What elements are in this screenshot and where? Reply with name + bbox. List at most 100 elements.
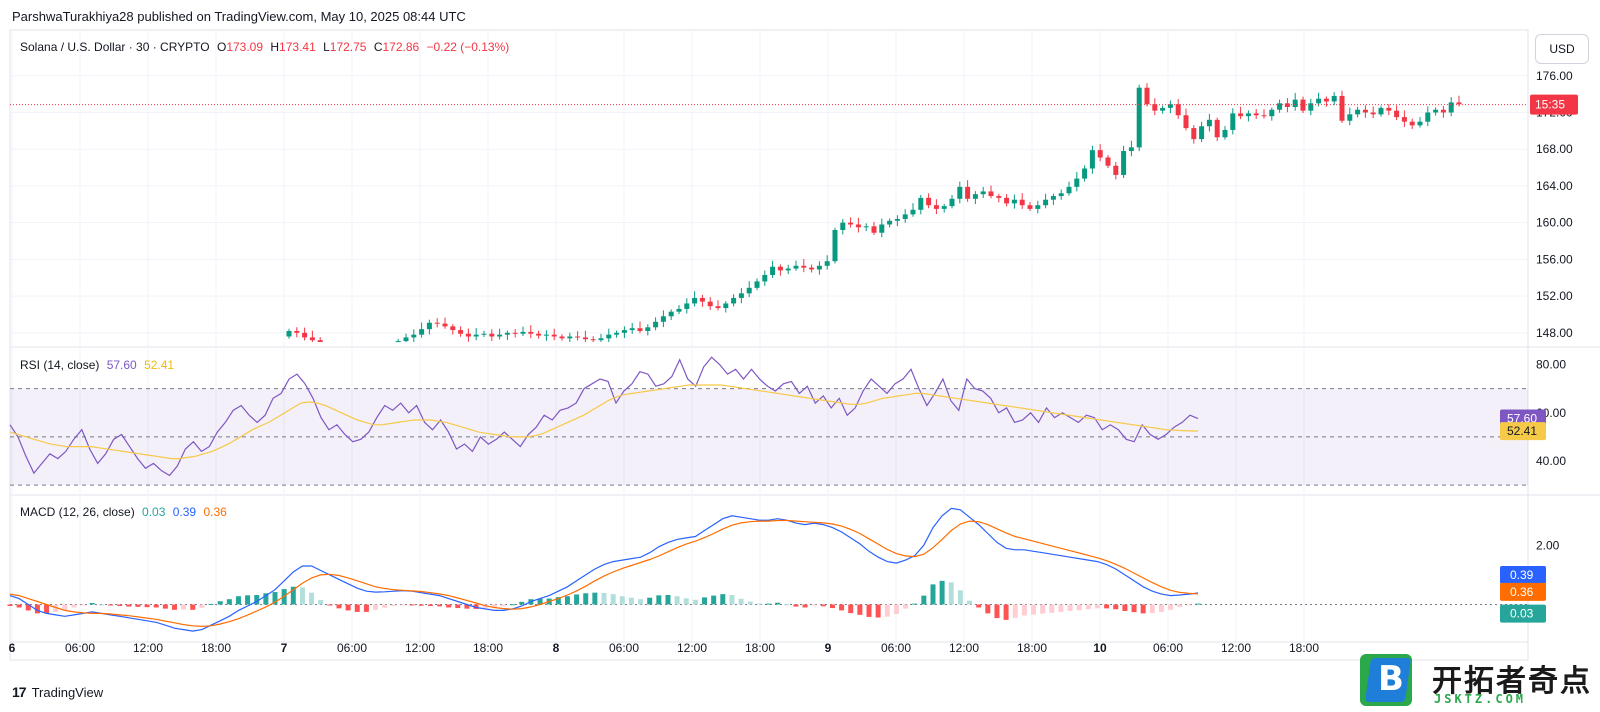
candle-body: [676, 308, 682, 312]
candle-body: [1362, 109, 1368, 113]
candle-body: [840, 222, 846, 230]
currency-button[interactable]: USD: [1535, 34, 1589, 64]
tradingview-logo[interactable]: 17 TradingView: [12, 684, 103, 700]
candle-body: [302, 332, 308, 338]
time-tick-label: 8: [553, 641, 560, 655]
rsi-title[interactable]: RSI (14, close): [20, 358, 100, 372]
macd-hist-bar: [108, 604, 114, 606]
macd-hist-bar: [647, 597, 653, 605]
time-tick-label: 10: [1093, 641, 1107, 655]
candle-body: [660, 316, 666, 322]
macd-hist-bar: [583, 593, 589, 605]
macd-hist-bar: [674, 596, 680, 605]
price-tick-label: 152.00: [1536, 289, 1573, 303]
candle-body: [941, 206, 947, 209]
macd-hist-bar: [747, 601, 753, 605]
macd-hist-bar: [784, 604, 790, 606]
macd-hist-bar: [738, 598, 744, 605]
candle-body: [879, 224, 885, 233]
macd-hist-bar: [793, 604, 799, 607]
macd-hist-bar: [272, 592, 278, 605]
macd-pane: [7, 507, 1528, 632]
macd-hist-bar: [537, 598, 543, 605]
macd-hist-bar: [263, 593, 269, 605]
macd-hist-bar: [994, 604, 1000, 619]
macd-hist-bar: [171, 604, 177, 610]
high-value: 173.41: [279, 40, 316, 54]
candle-body: [536, 333, 542, 336]
macd-hist-bar: [665, 595, 671, 605]
low-value: 172.75: [329, 40, 367, 54]
candle-body: [980, 191, 986, 195]
macd-hist-bar: [866, 604, 872, 617]
macd-hist-bar: [1076, 604, 1082, 611]
candle-body: [723, 303, 729, 309]
macd-hist-bar: [1031, 604, 1037, 615]
publish-info: ParshwaTurakhiya28 published on TradingV…: [12, 9, 466, 24]
macd-hist-bar: [327, 604, 333, 606]
candle-body: [598, 338, 604, 341]
macd-hist-bar: [89, 603, 95, 605]
macd-hist-bar: [592, 592, 598, 605]
macd-hist-bar: [1021, 604, 1027, 616]
candle-body: [848, 222, 854, 225]
macd-hist-bar: [683, 598, 689, 605]
candle-body: [1401, 117, 1407, 122]
candle-body: [473, 334, 479, 337]
macd-hist-bar: [162, 604, 168, 609]
tradingview-logo-icon: 17: [12, 684, 27, 700]
macd-hist-bar: [765, 603, 771, 605]
candle-body: [1011, 199, 1017, 204]
rsi-ma-badge: [1500, 422, 1546, 441]
candle-body: [957, 186, 963, 199]
candle-body: [504, 332, 510, 335]
time-tick-label: 6: [9, 641, 16, 655]
time-tick-label: 06:00: [609, 641, 639, 655]
candle-body: [1245, 113, 1251, 117]
macd-hist-bar: [363, 604, 369, 612]
symbol-label[interactable]: Solana / U.S. Dollar · 30 · CRYPTO: [20, 40, 210, 54]
candle-body: [614, 332, 620, 335]
candle-body: [1269, 109, 1275, 117]
macd-hist-bar: [25, 604, 31, 611]
candle-body: [1230, 113, 1236, 130]
macd-hist-bar: [848, 604, 854, 614]
open-label: O: [216, 40, 227, 54]
candle-body: [1347, 114, 1353, 121]
candle-body: [887, 220, 893, 225]
macd-title[interactable]: MACD (12, 26, close): [20, 505, 135, 519]
macd-hist-bar: [245, 595, 251, 605]
candle-body: [1323, 98, 1329, 102]
macd-hist-bar: [1168, 604, 1174, 610]
candle-body: [582, 337, 588, 340]
macd-hist-bar: [126, 604, 132, 607]
axis-labels: 6 06:00 12:00 18:00 7 06:00 12:00 18:00 8 06:00 12…: [9, 69, 1578, 655]
hist-value-badge-text: 0.03: [1510, 607, 1534, 621]
candle-body: [918, 197, 924, 210]
price-tick-label: 176.00: [1536, 69, 1573, 83]
candle-body: [668, 311, 674, 317]
candle-body: [1035, 205, 1041, 209]
macd-legend: MACD (12, 26, close) 0.03 0.39 0.36: [20, 505, 231, 519]
candle-body: [1425, 112, 1431, 122]
macd-hist-bar: [1085, 604, 1091, 610]
price-legend: Solana / U.S. Dollar · 30 · CRYPTO O 173.…: [20, 40, 513, 54]
candle-body: [497, 334, 503, 337]
macd-hist-bar: [491, 604, 497, 608]
candle-body: [1152, 104, 1158, 111]
macd-hist-bar: [957, 590, 963, 605]
candle-body: [1386, 107, 1392, 111]
macd-hist-bar: [235, 596, 241, 605]
macd-hist-bar: [1104, 604, 1110, 609]
candle-body: [816, 265, 822, 270]
rsi-ma-badge-text: 52.41: [1507, 424, 1537, 438]
change-value: −0.22 (−0.13%): [426, 40, 510, 54]
macd-hist-bar: [619, 596, 625, 605]
candle-body: [1105, 157, 1111, 166]
candle-body: [910, 209, 916, 215]
macd-hist-bar: [1003, 604, 1009, 620]
candle-body: [1058, 193, 1064, 197]
candle-body: [793, 265, 799, 269]
macd-hist-bar: [437, 604, 443, 607]
